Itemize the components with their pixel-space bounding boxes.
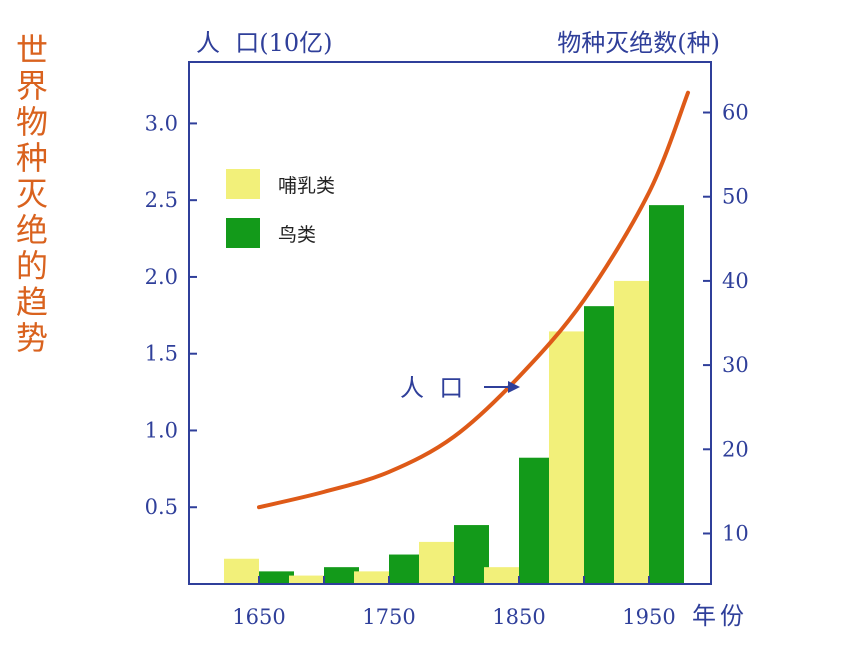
bar-birds <box>259 571 294 584</box>
x-axis-ticks: 1650 1750 1850 1950 <box>232 576 676 629</box>
bar-birds <box>389 554 424 584</box>
bar-mammals <box>484 567 519 584</box>
bar-birds <box>649 205 684 584</box>
bar-mammals <box>549 331 584 584</box>
bar-mammals <box>354 571 389 584</box>
right-axis-title: 物种灭绝数(种) <box>557 29 720 57</box>
side-title-char: 绝 <box>15 211 48 249</box>
x-tick-label: 1950 <box>622 605 675 629</box>
side-title-char: 界 <box>15 67 48 105</box>
bar-birds <box>584 306 619 584</box>
right-tick-label: 30 <box>722 353 749 377</box>
side-title-char: 趋 <box>15 283 48 321</box>
side-title-char: 世 <box>15 31 48 69</box>
side-title-char: 的 <box>15 247 48 285</box>
left-tick-label: 1.0 <box>145 418 178 442</box>
bar-mammals <box>289 575 324 584</box>
right-tick-label: 40 <box>722 269 749 293</box>
left-tick-label: 2.0 <box>145 265 178 289</box>
right-tick-label: 10 <box>722 521 749 545</box>
bars-layer <box>224 205 684 584</box>
left-tick-label: 1.5 <box>145 342 178 366</box>
side-title-char: 势 <box>15 319 48 357</box>
bar-birds <box>519 457 554 584</box>
right-tick-label: 20 <box>722 437 749 461</box>
legend: 哺乳类 鸟类 <box>226 169 335 248</box>
x-tick-label: 1750 <box>362 605 415 629</box>
right-tick-label: 60 <box>722 101 749 125</box>
left-tick-label: 3.0 <box>145 111 178 135</box>
right-axis-ticks: 10 20 30 40 50 60 <box>703 101 749 545</box>
side-title-char: 物 <box>15 103 48 141</box>
x-tick-label: 1850 <box>492 605 545 629</box>
left-tick-label: 0.5 <box>145 495 178 519</box>
left-tick-label: 2.5 <box>145 188 178 212</box>
population-arrow <box>484 381 520 393</box>
bar-mammals <box>419 541 454 584</box>
legend-label-mammals: 哺乳类 <box>278 175 335 197</box>
legend-label-birds: 鸟类 <box>278 224 316 246</box>
population-label: 人 口 <box>400 374 463 402</box>
bar-birds <box>324 567 359 584</box>
left-axis-title: 人 口(10亿) <box>196 29 333 57</box>
side-title-char: 种 <box>15 139 48 177</box>
side-title-char: 灭 <box>15 175 48 213</box>
bar-mammals <box>614 280 649 584</box>
legend-swatch-birds <box>226 218 260 248</box>
legend-swatch-mammals <box>226 169 260 199</box>
bar-birds <box>454 525 489 584</box>
side-title: 世 界 物 种 灭 绝 的 趋 势 <box>8 32 56 356</box>
left-axis-ticks: 0.5 1.0 1.5 2.0 2.5 3.0 <box>145 111 197 519</box>
bar-mammals <box>224 558 259 584</box>
plot-frame <box>188 61 712 585</box>
x-axis-title: 年份 <box>692 602 748 630</box>
x-tick-label: 1650 <box>232 605 285 629</box>
right-tick-label: 50 <box>722 185 749 209</box>
